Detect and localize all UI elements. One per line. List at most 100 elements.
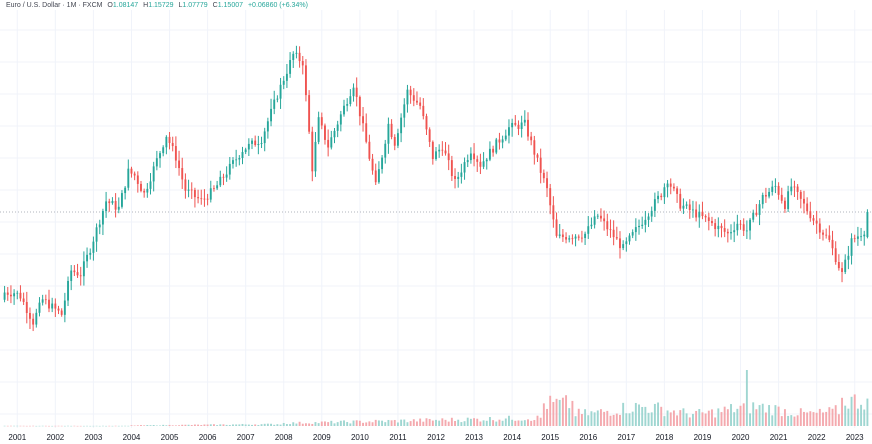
x-tick-label: 2021 (770, 433, 788, 442)
volume-bar (749, 413, 751, 426)
candle-body (749, 219, 751, 231)
candle-body (771, 186, 774, 192)
candle-body (853, 238, 856, 240)
candle-body (400, 117, 403, 134)
candle-body (650, 210, 653, 217)
volume-bar (6, 425, 9, 427)
candle-body (330, 137, 333, 148)
volume-bar (178, 425, 181, 426)
x-axis: 2001 2002 2003 2004 2005 2006 2007 2008 2009 2010… (8, 433, 864, 442)
volume-bar (837, 414, 840, 426)
candle-body (282, 80, 285, 85)
candle-body (289, 60, 292, 74)
volume-bar (435, 419, 437, 426)
volume-bar (447, 421, 450, 426)
volume-bar (260, 424, 263, 426)
candle-body (584, 233, 587, 239)
candle-body (197, 197, 200, 199)
volume-bar (853, 394, 856, 426)
candle-body (212, 188, 215, 190)
candle-body (676, 188, 679, 194)
volume-bar (460, 422, 463, 426)
volume-bar (587, 415, 590, 426)
volume-bar (619, 414, 621, 426)
volume-bar (82, 425, 85, 427)
candle-body (482, 161, 485, 167)
candle-body (419, 102, 422, 106)
candle-body (523, 119, 526, 123)
candle-body (615, 237, 618, 239)
candle-body (555, 219, 558, 236)
volume-bar (289, 424, 292, 426)
candle-body (377, 169, 380, 183)
candle-body (9, 294, 12, 297)
volume-bar (44, 425, 47, 427)
volume-bar (726, 409, 729, 426)
candle-body (409, 89, 412, 96)
volume-bar (866, 398, 869, 426)
x-tick-label: 2009 (313, 433, 331, 442)
volume-bar (818, 408, 821, 426)
candle-body (806, 203, 809, 212)
volume-bar (409, 421, 412, 426)
chart-grid (0, 10, 872, 428)
candle-body (365, 123, 368, 142)
volume-bar (114, 425, 117, 427)
candle-body (67, 280, 69, 301)
candle-body (783, 200, 786, 209)
candle-body (657, 195, 660, 200)
volume-bar (577, 408, 580, 426)
volume-bar (41, 425, 44, 427)
volume-bar (95, 425, 98, 427)
open-label: O (107, 2, 113, 9)
candle-body (51, 303, 54, 309)
candle-body (663, 187, 666, 198)
volume-bar (542, 403, 545, 426)
candle-body (580, 237, 583, 239)
volume-bar (219, 424, 222, 426)
volume-bar (730, 404, 732, 426)
candle-body (32, 318, 35, 325)
candle-body (101, 211, 104, 225)
volume-bar (758, 405, 761, 426)
candle-body (596, 215, 599, 217)
volume-bar (349, 423, 352, 426)
volume-bar (206, 424, 209, 426)
volume-bar (552, 401, 555, 426)
candle-body (457, 176, 460, 179)
candle-body (121, 193, 123, 207)
volume-bar (13, 425, 16, 427)
candle-body (539, 157, 542, 173)
volume-bar (612, 414, 615, 426)
volume-bar (228, 424, 231, 426)
candle-body (565, 237, 568, 240)
candle-body (190, 189, 193, 191)
candle-body (178, 160, 181, 169)
candle-body (174, 146, 177, 161)
candle-body (111, 201, 114, 204)
candle-body (73, 270, 76, 273)
volume-bar (856, 408, 859, 426)
candle-body (241, 152, 244, 159)
volume-bar (441, 418, 444, 426)
volume-bar (298, 421, 301, 426)
volume-bar (761, 403, 764, 426)
candle-body (447, 153, 450, 161)
candle-body (82, 261, 85, 277)
candle-body (701, 211, 704, 217)
candle-body (841, 268, 843, 272)
volume-bar (653, 403, 656, 426)
candle-body (428, 129, 431, 142)
candle-body (672, 186, 675, 189)
candle-body (374, 170, 377, 183)
volume-bar (508, 415, 510, 426)
volume-bar (89, 425, 92, 427)
candle-body (600, 215, 602, 219)
candle-body (514, 122, 517, 125)
x-tick-label: 2014 (503, 433, 521, 442)
x-tick-label: 2012 (427, 433, 445, 442)
candle-body (130, 168, 133, 174)
volume-bar (783, 409, 786, 426)
candle-body (358, 96, 361, 117)
